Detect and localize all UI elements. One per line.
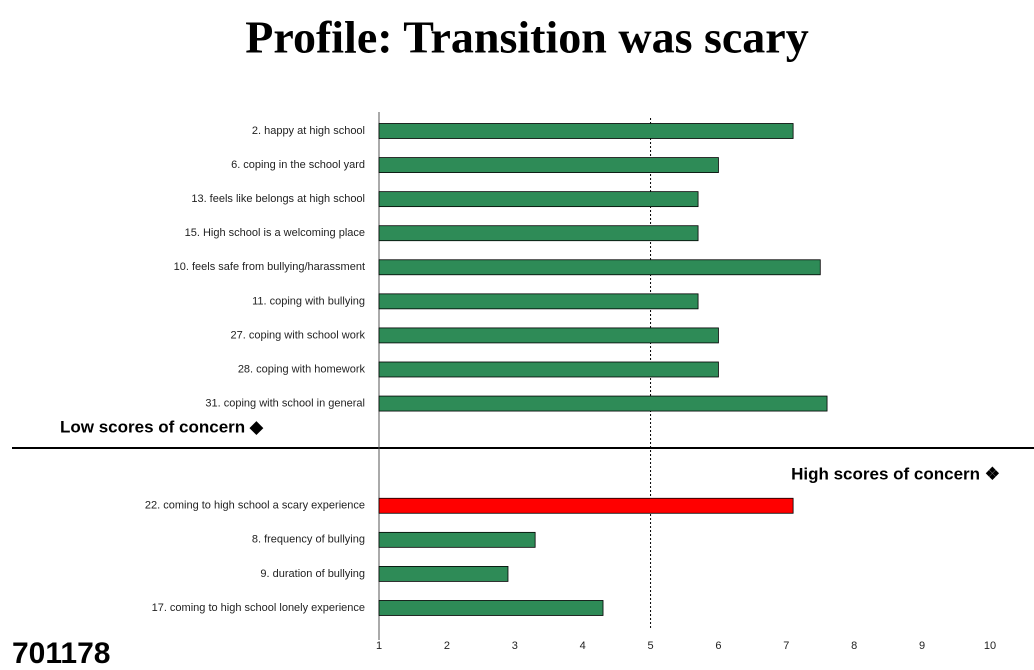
y-tick-label: 13. feels like belongs at high school	[191, 193, 365, 205]
annotation: 701178	[12, 637, 110, 670]
x-tick-label: 2	[444, 640, 450, 652]
bar	[378, 361, 719, 378]
y-tick-label: 9. duration of bullying	[260, 568, 365, 580]
y-tick-label: 27. coping with school work	[230, 329, 365, 341]
bar	[378, 531, 536, 548]
x-tick-label: 8	[851, 640, 857, 652]
x-tick-label: 1	[376, 640, 382, 652]
bar	[378, 497, 794, 514]
x-tick-label: 4	[580, 640, 586, 652]
bar	[378, 157, 719, 173]
y-tick-label: 2. happy at high school	[252, 125, 365, 137]
annotation: Low scores of concern ◆	[60, 417, 264, 436]
bar	[378, 225, 699, 242]
y-tick-label: 31. coping with school in general	[205, 397, 365, 409]
y-tick-label: 10. feels safe from bullying/harassment	[174, 261, 365, 273]
annotation: High scores of concern ❖	[791, 464, 1000, 483]
y-tick-label: 15. High school is a welcoming place	[185, 227, 365, 239]
x-tick-label: 9	[919, 640, 925, 652]
chart-title: Profile: Transition was scary	[245, 12, 808, 63]
bar	[378, 600, 604, 616]
x-tick-label: 7	[783, 640, 789, 652]
bar	[378, 293, 699, 310]
bar	[378, 566, 509, 582]
bar	[378, 123, 794, 139]
y-tick-label: 28. coping with homework	[238, 363, 366, 375]
y-tick-label: 6. coping in the school yard	[231, 159, 365, 171]
x-tick-label: 5	[647, 640, 653, 652]
bar	[378, 191, 699, 208]
bar	[378, 259, 821, 276]
bar	[378, 327, 719, 344]
bar	[378, 395, 828, 412]
y-tick-label: 22. coming to high school a scary experi…	[145, 500, 365, 512]
x-tick-label: 10	[984, 640, 996, 652]
y-tick-label: 17. coming to high school lonely experie…	[152, 602, 365, 614]
y-tick-label: 8. frequency of bullying	[252, 534, 365, 546]
x-tick-label: 3	[512, 640, 518, 652]
y-tick-label: 11. coping with bullying	[252, 295, 365, 307]
x-tick-label: 6	[715, 640, 721, 652]
